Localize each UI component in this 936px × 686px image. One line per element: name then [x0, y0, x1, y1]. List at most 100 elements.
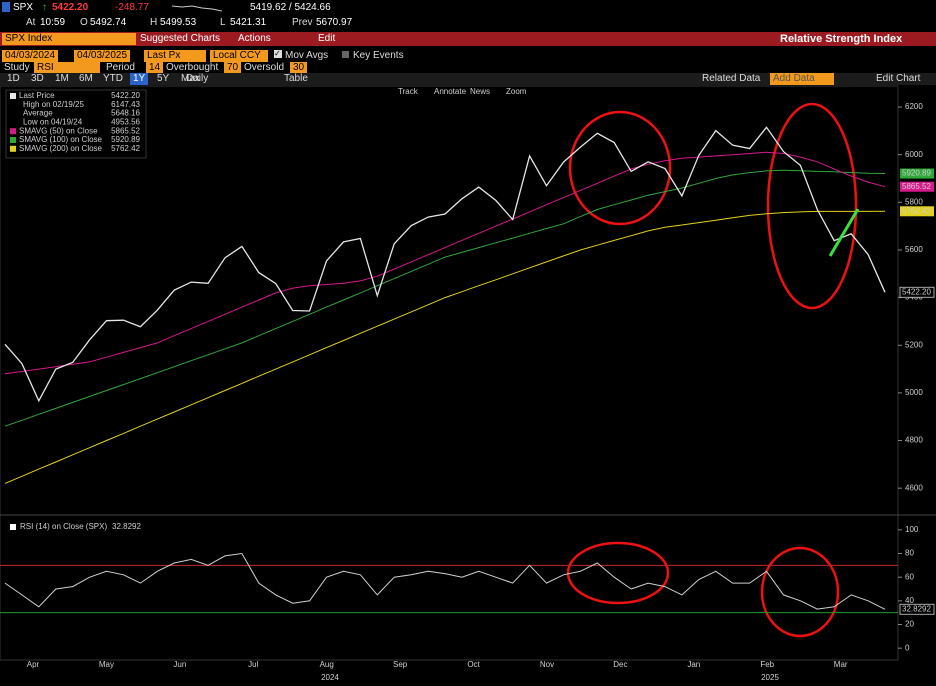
- year-label: 2025: [761, 673, 779, 682]
- y-tick-label: 40: [905, 596, 914, 605]
- range-button[interactable]: 1M: [55, 73, 69, 84]
- open-label: O: [80, 17, 88, 28]
- low: 5421.31: [230, 17, 267, 28]
- prev: 5670.97: [316, 17, 353, 28]
- last-price: 5422.20: [52, 2, 89, 13]
- field[interactable]: Last Px: [144, 50, 206, 62]
- legend-value: 5648.16: [111, 109, 140, 118]
- legend-swatch: [10, 137, 16, 143]
- time-label: At: [26, 17, 36, 28]
- edit-chart[interactable]: Edit Chart: [876, 73, 921, 84]
- value-tag-label: 5422.20: [902, 287, 931, 296]
- open: 5492.74: [90, 17, 127, 28]
- y-tick-label: 5800: [905, 197, 923, 206]
- y-tick-label: 0: [905, 643, 910, 652]
- x-tick-label: Sep: [393, 660, 408, 669]
- value-tag-label: 5762.42: [902, 206, 931, 215]
- legend-name: SMAVG (200) on Close: [19, 144, 103, 153]
- range-button[interactable]: 1Y: [130, 73, 149, 85]
- range-button[interactable]: 1D: [7, 73, 20, 84]
- range-button[interactable]: Max: [181, 73, 200, 84]
- legend-name: Low on 04/19/24: [23, 118, 83, 127]
- range-button[interactable]: 5Y: [157, 73, 170, 84]
- security-input[interactable]: SPX Index: [2, 33, 136, 45]
- start-date[interactable]: 04/03/2024: [2, 50, 59, 62]
- oversold-label: Oversold: [244, 62, 285, 73]
- y-tick-label: 6200: [905, 102, 923, 111]
- value-tag: [900, 181, 934, 192]
- value-tag: [900, 168, 934, 179]
- range-bar: [0, 73, 936, 85]
- legend-value: 5865.52: [111, 126, 140, 135]
- x-tick-label: Jul: [248, 660, 258, 669]
- sparkline: [172, 5, 222, 12]
- y-tick-label: 5200: [905, 340, 923, 349]
- x-tick-label: Apr: [27, 660, 40, 669]
- oversold[interactable]: 30: [290, 62, 308, 74]
- x-tick-label: Jan: [687, 660, 700, 669]
- frequency[interactable]: Daily: [186, 73, 209, 84]
- ticker-icon: [2, 2, 10, 12]
- rsi-legend-value: 32.8292: [112, 522, 141, 531]
- annotation-circle: [760, 546, 840, 638]
- time: 10:59: [40, 17, 66, 28]
- annotation-circle: [568, 110, 672, 226]
- add-data[interactable]: Add Data: [770, 73, 834, 85]
- checkbox[interactable]: ✓: [274, 49, 282, 58]
- plot-frame: [0, 85, 899, 661]
- menu-bar: [0, 32, 936, 46]
- menu-item[interactable]: Actions: [238, 33, 271, 44]
- prev-label: Prev: [292, 17, 313, 28]
- legend-value: 5920.89: [111, 135, 140, 144]
- range-button[interactable]: 6M: [79, 73, 93, 84]
- x-tick-label: Aug: [320, 660, 334, 669]
- range-button[interactable]: 3D: [31, 73, 44, 84]
- value-tag: [900, 206, 934, 217]
- value-tag-label: 5865.52: [902, 182, 931, 191]
- high: 5499.53: [160, 17, 197, 28]
- table-button[interactable]: Table: [284, 73, 308, 84]
- legend-swatch: [10, 145, 16, 152]
- related-data[interactable]: Related Data: [702, 73, 761, 84]
- range-button[interactable]: YTD: [103, 73, 123, 84]
- value-tag: [899, 603, 935, 615]
- study-label: Study: [4, 62, 30, 73]
- legend-value: 5762.42: [111, 144, 140, 153]
- series-line: [4, 552, 886, 610]
- menu-item[interactable]: Suggested Charts: [140, 33, 221, 44]
- legend-box: [5, 89, 147, 159]
- series-line: [4, 169, 886, 427]
- currency[interactable]: Local CCY: [210, 50, 268, 62]
- annotation-arrow: [828, 208, 860, 257]
- chart-tool: News: [470, 87, 490, 96]
- y-tick-label: 4800: [905, 436, 923, 445]
- low-label: L: [220, 17, 226, 28]
- menu-item[interactable]: Edit: [318, 33, 336, 44]
- checkbox[interactable]: [342, 51, 349, 58]
- y-tick-label: 5000: [905, 388, 923, 397]
- value-tag-label: 5920.89: [902, 169, 931, 178]
- x-tick-label: Oct: [467, 660, 480, 669]
- overbought[interactable]: 70: [224, 62, 242, 74]
- high-label: H: [150, 17, 158, 28]
- end-date[interactable]: 04/03/2025: [74, 50, 131, 62]
- value-tag: [899, 286, 935, 298]
- annotation-circle: [566, 541, 670, 605]
- y-tick-label: 60: [905, 572, 914, 581]
- x-tick-label: Feb: [760, 660, 774, 669]
- period-label: Period: [106, 62, 135, 73]
- legend-value: 6147.43: [111, 100, 140, 109]
- rsi-legend-name: RSI (14) on Close (SPX): [20, 522, 107, 531]
- ticker: SPX: [13, 2, 34, 13]
- key-events[interactable]: Key Events: [353, 50, 404, 61]
- legend-swatch: [10, 524, 16, 530]
- mov-avgs[interactable]: Mov Avgs: [285, 50, 329, 61]
- study-title: Relative Strength Index: [780, 33, 903, 45]
- legend-value: 4953.56: [111, 118, 140, 127]
- legend-name: SMAVG (50) on Close: [19, 126, 98, 135]
- period[interactable]: 14: [146, 62, 164, 74]
- study[interactable]: RSI: [34, 62, 100, 74]
- series-line: [4, 210, 886, 484]
- y-tick-label: 80: [905, 549, 914, 558]
